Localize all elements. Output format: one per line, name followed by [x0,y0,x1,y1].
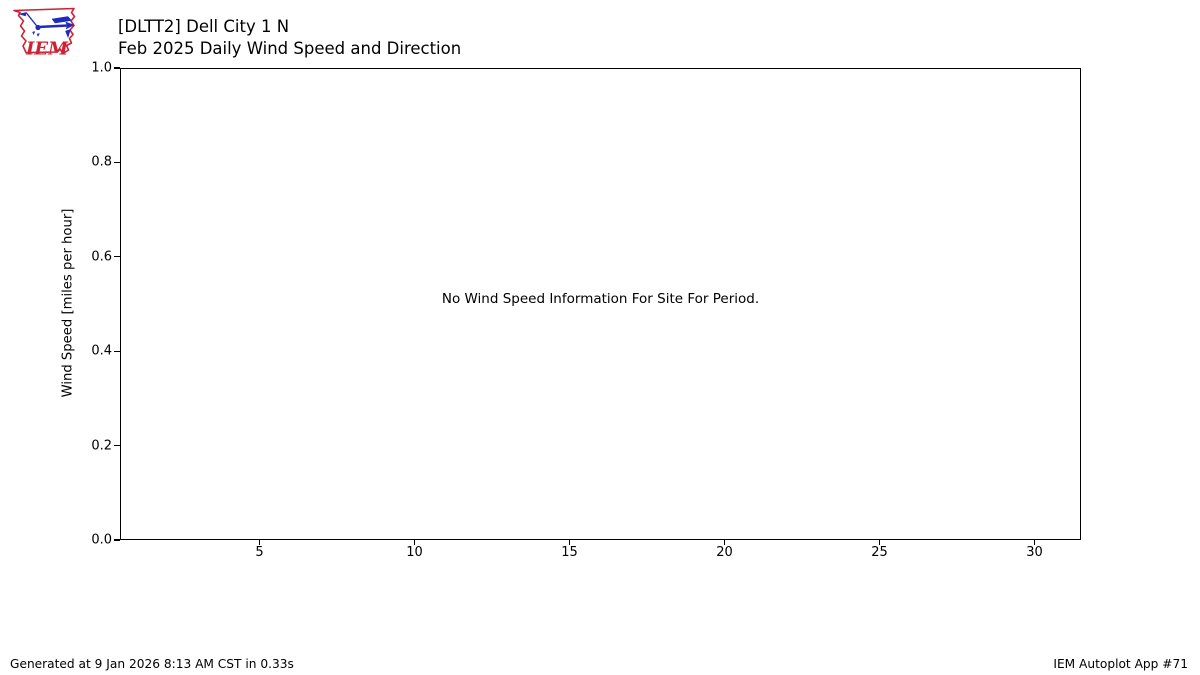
no-data-message: No Wind Speed Information For Site For P… [441,290,760,307]
y-tick-mark [114,350,120,352]
y-tick-mark [114,161,120,163]
y-tick-mark [114,67,120,69]
y-tick-label: 0.2 [91,438,112,454]
chart-title-line1: [DLTT2] Dell City 1 N [118,17,290,36]
y-tick-mark [114,445,120,447]
y-tick-label: 0.4 [91,343,112,359]
weathervane-icon [18,12,75,39]
x-tick-label: 10 [406,545,423,560]
y-tick-mark [114,256,120,258]
iem-logo-text: IEM [25,39,69,60]
chart-title-line2: Feb 2025 Daily Wind Speed and Direction [118,38,462,58]
generated-timestamp: Generated at 9 Jan 2026 8:13 AM CST in 0… [10,657,294,671]
x-tick-label: 25 [871,545,888,560]
x-tick-label: 15 [561,545,578,560]
chart-title: [DLTT2] Dell City 1 N Feb 2025 Daily Win… [118,16,461,59]
y-tick-label: 0.6 [91,249,112,265]
x-tick-label: 5 [255,545,264,560]
x-tick-mark [1033,540,1036,545]
y-tick-label: 1.0 [91,60,112,76]
x-tick-label: 20 [716,545,733,560]
y-tick-label: 0.0 [91,532,112,548]
x-tick-mark [413,540,416,545]
y-tick-mark [114,539,120,541]
x-tick-mark [723,540,726,545]
x-tick-mark [568,540,571,545]
app-credit: IEM Autoplot App #71 [1053,657,1188,671]
x-tick-label: 30 [1026,545,1043,560]
y-tick-label: 0.8 [91,154,112,170]
plot-area: No Wind Speed Information For Site For P… [120,68,1081,540]
y-axis-label: Wind Speed [miles per hour] [60,208,76,398]
iowa-outline-icon [13,7,76,55]
iem-logo: IEM [13,7,76,60]
x-tick-mark [258,540,261,545]
x-tick-mark [878,540,881,545]
